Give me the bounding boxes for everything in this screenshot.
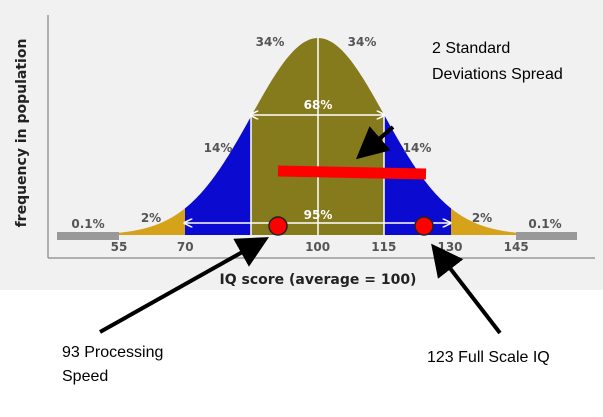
percent-label: 14%	[204, 141, 233, 155]
annotation-text: 2 Standard	[432, 40, 510, 57]
annotation-arrow	[99, 237, 269, 334]
percent-label: 34%	[348, 35, 377, 49]
x-tick-label: 145	[504, 240, 529, 254]
x-tick-label: 55	[111, 240, 128, 254]
percent-label: 14%	[403, 141, 432, 155]
marker-dot	[268, 216, 288, 236]
annotation-text: Deviations Spread	[432, 66, 563, 83]
x-tick-label: 100	[305, 240, 330, 254]
percent-label: 68%	[304, 98, 333, 112]
percent-label: 2%	[141, 211, 161, 225]
annotation-arrow	[355, 125, 395, 160]
curve-region	[185, 116, 251, 235]
x-tick-label: 115	[371, 240, 396, 254]
curve-region	[451, 208, 517, 235]
percent-label: 0.1%	[71, 217, 104, 231]
tail-strip	[516, 232, 577, 240]
annotation-text: Speed	[62, 368, 108, 385]
y-axis-label: frequency in population	[14, 39, 30, 228]
percent-label: 2%	[472, 211, 492, 225]
annotation-text: 93 Processing	[62, 344, 163, 361]
x-tick-label: 130	[437, 240, 462, 254]
annotation-arrow	[431, 243, 502, 335]
tail-strip	[57, 232, 119, 240]
marker-dot	[414, 216, 434, 236]
annotation-text: 123 Full Scale IQ	[427, 349, 550, 366]
x-tick-label: 70	[177, 240, 194, 254]
x-ticks: 557085100115130145	[111, 240, 529, 254]
x-axis-label: IQ score (average = 100)	[220, 272, 417, 288]
percent-label: 34%	[256, 35, 285, 49]
percent-label: 95%	[304, 208, 333, 222]
curve-region	[119, 208, 185, 235]
red-bar	[277, 165, 427, 180]
percent-label: 0.1%	[528, 217, 561, 231]
